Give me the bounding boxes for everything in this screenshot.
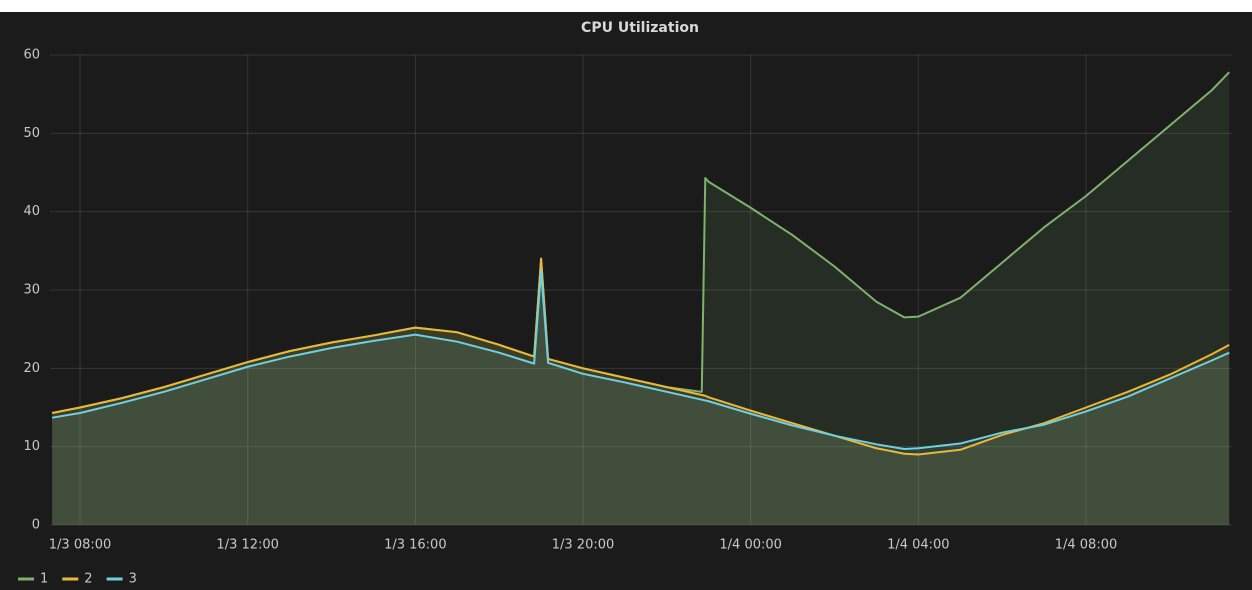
series-area [52, 72, 1230, 525]
series-line [51, 269, 1230, 451]
y-tick-label: 0 [32, 518, 40, 533]
x-tick-label: 1/4 00:00 [719, 538, 782, 553]
legend-label: 1 [40, 572, 48, 587]
x-tick-label: 1/4 08:00 [1055, 538, 1118, 553]
legend-label: 2 [84, 572, 92, 587]
y-tick-label: 20 [23, 361, 40, 376]
x-tick-label: 1/4 04:00 [887, 538, 950, 553]
legend-label: 3 [129, 572, 137, 587]
x-tick-label: 1/3 08:00 [49, 538, 112, 553]
series-line [51, 257, 1230, 456]
y-tick-label: 40 [23, 204, 40, 219]
y-tick-label: 60 [23, 48, 40, 63]
y-tick-label: 30 [23, 283, 40, 298]
x-tick-label: 1/3 16:00 [384, 538, 447, 553]
x-tick-label: 1/3 20:00 [552, 538, 615, 553]
chart-title: CPU Utilization [581, 20, 699, 36]
panel-background [0, 12, 1252, 590]
y-tick-label: 50 [23, 126, 40, 141]
series-area [52, 270, 1230, 525]
y-tick-label: 10 [23, 439, 40, 454]
series-area [52, 258, 1230, 525]
x-tick-label: 1/3 12:00 [216, 538, 279, 553]
